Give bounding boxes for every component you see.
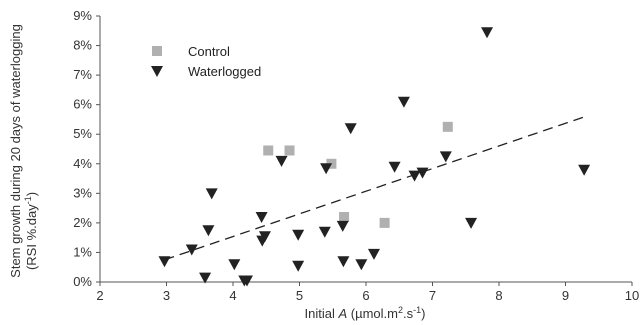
x-axis-title-units: (µmol.m xyxy=(347,306,398,321)
x-tick-label: 3 xyxy=(163,288,170,303)
point-waterlogged xyxy=(275,155,288,167)
point-control xyxy=(442,121,453,132)
point-waterlogged xyxy=(465,217,478,229)
x-axis-title-sup1: 2 xyxy=(398,305,403,315)
x-axis-title-sup2: -1 xyxy=(413,305,421,315)
y-tick-label: 2% xyxy=(73,215,92,230)
point-waterlogged xyxy=(355,259,368,271)
point-waterlogged xyxy=(408,170,421,182)
legend: Control Waterlogged xyxy=(151,44,261,79)
points-layer xyxy=(158,27,591,287)
y-axis-title-line2-main: (RSI %.day xyxy=(24,204,39,270)
ticks-layer: 2 3 4 5 6 7 8 9 10 0% 1% 2% 3% 4% 5% 6% 7% 8% 9% xyxy=(73,8,639,303)
legend-marker-waterlogged xyxy=(151,66,163,77)
y-tick-label: 9% xyxy=(73,8,92,23)
x-axis-title-mid: .s xyxy=(403,306,414,321)
point-waterlogged xyxy=(240,275,253,287)
point-control xyxy=(339,211,350,222)
point-waterlogged xyxy=(255,211,268,223)
point-waterlogged xyxy=(202,225,215,237)
trendline-waterlogged xyxy=(164,115,586,261)
x-axis-title-italic: A xyxy=(337,306,347,321)
y-tick-label: 0% xyxy=(73,274,92,289)
point-waterlogged xyxy=(320,163,333,175)
legend-label-control: Control xyxy=(188,44,230,59)
point-control xyxy=(263,145,274,156)
point-waterlogged xyxy=(416,167,429,179)
y-axis-title-line2-end: ) xyxy=(24,192,39,196)
point-waterlogged xyxy=(344,123,357,135)
point-control xyxy=(379,217,390,228)
y-tick-label: 6% xyxy=(73,97,92,112)
x-tick-label: 2 xyxy=(96,288,103,303)
x-tick-label: 7 xyxy=(429,288,436,303)
point-waterlogged xyxy=(205,188,218,200)
point-waterlogged xyxy=(292,260,305,272)
point-waterlogged xyxy=(292,229,305,241)
axes-layer xyxy=(99,16,632,283)
point-waterlogged xyxy=(185,244,198,256)
x-tick-label: 4 xyxy=(229,288,236,303)
x-axis-title-end: ) xyxy=(421,306,425,321)
y-axis-title: Stem growth during 20 days of waterloggi… xyxy=(8,24,39,278)
point-waterlogged xyxy=(481,27,494,39)
point-waterlogged xyxy=(318,226,331,238)
point-waterlogged xyxy=(388,161,401,173)
y-tick-label: 4% xyxy=(73,156,92,171)
y-axis-title-line1: Stem growth during 20 days of waterloggi… xyxy=(8,24,23,278)
x-tick-label: 9 xyxy=(562,288,569,303)
x-axis-title-main: Initial xyxy=(305,306,339,321)
point-waterlogged xyxy=(337,256,350,268)
point-waterlogged xyxy=(158,256,171,268)
y-tick-label: 5% xyxy=(73,126,92,141)
trend-layer xyxy=(164,115,586,261)
point-waterlogged xyxy=(199,272,212,284)
legend-label-waterlogged: Waterlogged xyxy=(188,64,261,79)
y-tick-label: 7% xyxy=(73,67,92,82)
x-tick-label: 8 xyxy=(495,288,502,303)
x-tick-label: 5 xyxy=(296,288,303,303)
point-waterlogged xyxy=(336,220,349,232)
y-axis-title-line2: (RSI %.day-1) xyxy=(23,192,39,270)
y-tick-label: 1% xyxy=(73,244,92,259)
point-waterlogged xyxy=(578,164,591,176)
point-control xyxy=(284,145,295,156)
y-axis-title-line2-sup: -1 xyxy=(23,196,33,204)
x-tick-label: 6 xyxy=(362,288,369,303)
point-waterlogged xyxy=(258,231,271,243)
y-tick-label: 3% xyxy=(73,185,92,200)
y-tick-label: 8% xyxy=(73,38,92,53)
x-tick-label: 10 xyxy=(625,288,639,303)
point-waterlogged xyxy=(367,248,380,260)
point-waterlogged xyxy=(228,259,241,271)
x-axis-title: Initial A (µmol.m2.s-1) xyxy=(305,305,426,321)
point-waterlogged xyxy=(439,151,452,163)
point-waterlogged xyxy=(397,96,410,108)
legend-marker-control xyxy=(152,46,162,56)
